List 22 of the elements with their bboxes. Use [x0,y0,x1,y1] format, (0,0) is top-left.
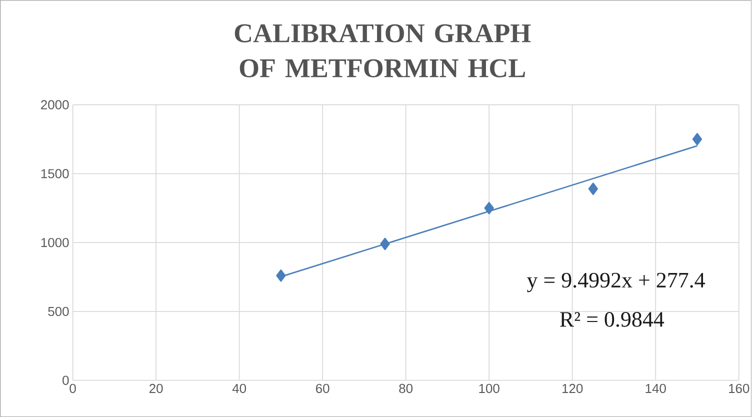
point [276,269,286,282]
point [484,202,494,214]
x-tick-label: 160 [729,384,750,393]
x-tick-label: 20 [149,384,163,393]
annotation: R² = 0.9844 [560,312,664,327]
point [692,132,702,146]
x-tick-label: 60 [316,384,330,393]
x-tick-label: 80 [399,384,413,393]
y-tick-label: 2000 [41,100,69,110]
chart-title: CALIBRATION GRAPH OF METFORMIN HCL [234,24,531,78]
x-tick-label: 140 [646,384,666,393]
y-tick-label: 500 [48,306,69,316]
x-tick-label: 120 [562,384,583,393]
x-tick-label: 40 [232,384,246,393]
y-tick-label: 1000 [41,238,69,248]
point [380,238,390,250]
annotation: y = 9.4992x + 277.4 [527,272,705,292]
x-tick-label: 0 [70,384,76,393]
y-tick-label: 1500 [41,168,69,178]
point [588,182,598,195]
x-tick-label: 100 [479,384,500,393]
y-tick-label: 0 [62,376,69,385]
